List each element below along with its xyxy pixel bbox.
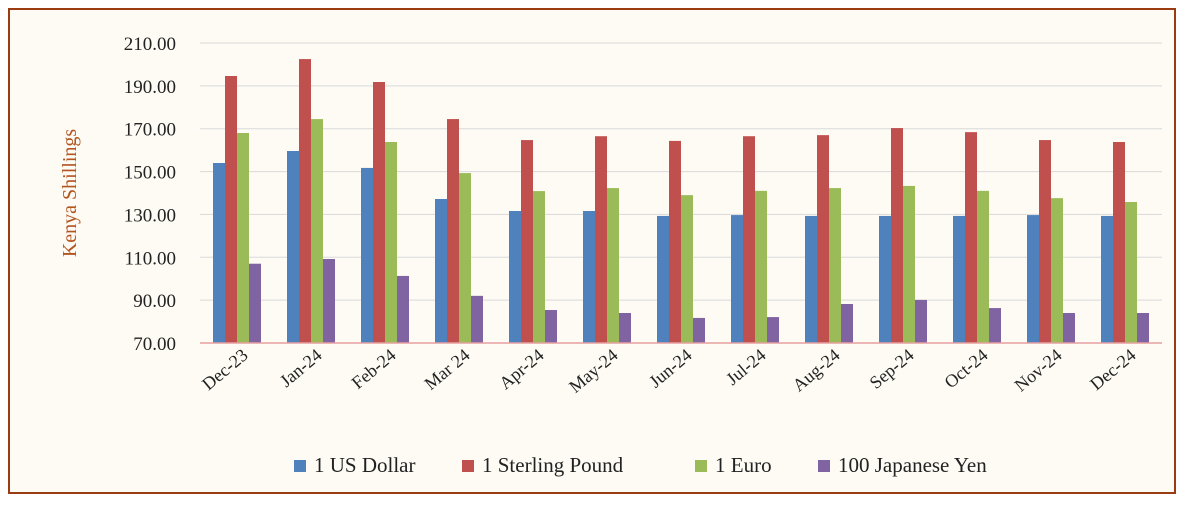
bar <box>459 173 471 343</box>
bar <box>533 191 545 343</box>
bar <box>669 140 681 343</box>
bar <box>509 211 521 343</box>
y-tick-label: 90.00 <box>133 291 176 312</box>
bar <box>385 142 397 343</box>
y-tick-label: 150.00 <box>124 163 176 184</box>
bar <box>521 140 533 343</box>
bar <box>545 310 557 343</box>
legend-swatch <box>818 460 830 472</box>
bar <box>817 135 829 343</box>
legend-swatch <box>294 460 306 472</box>
bar <box>841 304 853 343</box>
y-tick-label: 130.00 <box>124 205 176 226</box>
bar <box>1051 198 1063 343</box>
bar <box>323 259 335 343</box>
bar <box>1101 215 1113 343</box>
bar <box>225 76 237 343</box>
bar <box>989 308 1001 343</box>
bar <box>249 263 261 343</box>
bar <box>755 190 767 343</box>
bar <box>397 275 409 343</box>
bar <box>311 119 323 343</box>
legend-swatch <box>695 460 707 472</box>
legend-label: 1 Sterling Pound <box>482 453 624 477</box>
y-tick-label: 210.00 <box>124 34 176 55</box>
legend-label: 100 Japanese Yen <box>838 453 987 477</box>
bar <box>595 136 607 343</box>
bar <box>731 215 743 343</box>
bar <box>471 295 483 343</box>
y-tick-label: 70.00 <box>133 334 176 355</box>
bar <box>1039 140 1051 343</box>
y-tick-label: 190.00 <box>124 77 176 98</box>
bar <box>213 163 225 343</box>
bar <box>829 188 841 343</box>
bar <box>977 190 989 343</box>
bar <box>435 199 447 343</box>
y-tick-label: 110.00 <box>124 248 176 269</box>
legend-swatch <box>462 460 474 472</box>
bar <box>583 211 595 343</box>
bar <box>743 136 755 343</box>
bar <box>965 132 977 343</box>
bar <box>361 167 373 343</box>
bar <box>767 317 779 343</box>
bar <box>805 215 817 343</box>
bar <box>299 59 311 343</box>
bar <box>903 185 915 343</box>
legend-label: 1 US Dollar <box>314 453 416 477</box>
bar <box>657 215 669 343</box>
bar <box>891 128 903 343</box>
bar <box>619 313 631 343</box>
bar <box>879 215 891 343</box>
y-tick-label: 170.00 <box>124 120 176 141</box>
bar <box>693 317 705 343</box>
bar <box>681 195 693 343</box>
bar <box>1063 313 1075 343</box>
bar <box>1113 142 1125 343</box>
y-axis-label: Kenya Shillings <box>59 129 81 258</box>
bar <box>953 215 965 343</box>
bar <box>237 133 249 343</box>
bar <box>373 82 385 343</box>
bar <box>1027 215 1039 343</box>
bar <box>447 119 459 343</box>
bar <box>915 299 927 343</box>
bar <box>1137 313 1149 343</box>
bar <box>287 151 299 343</box>
legend-label: 1 Euro <box>715 453 772 477</box>
bar <box>1125 202 1137 343</box>
bar <box>607 188 619 343</box>
